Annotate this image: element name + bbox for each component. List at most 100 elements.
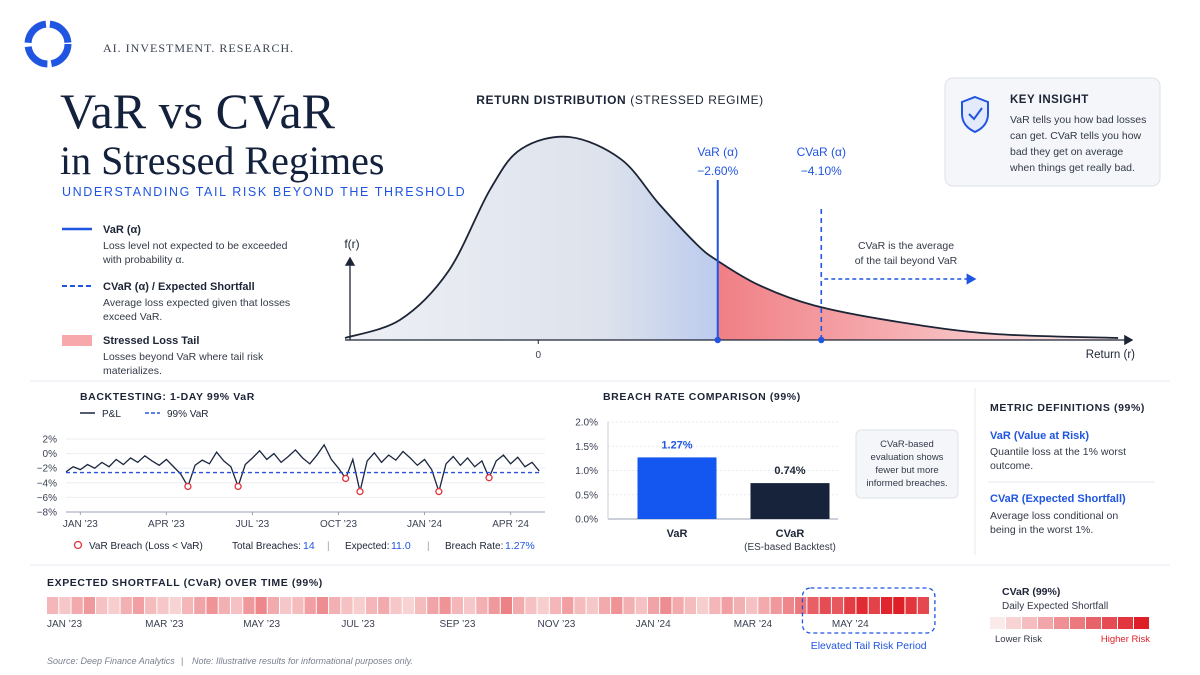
heat-cell [463, 597, 476, 614]
colorbar-cell [1006, 617, 1021, 629]
heat-cell [917, 597, 929, 614]
x-tick-label: JUL ’23 [341, 619, 375, 630]
colorbar-cell [1038, 617, 1053, 629]
legend-label: VaR Breach (Loss < VaR) [89, 541, 203, 552]
heat-cell [770, 597, 782, 614]
y-tick-label: −6% [37, 493, 57, 504]
x-tick-label: MAR ’24 [734, 619, 773, 630]
y-tick-label: 1.5% [575, 442, 598, 453]
heat-cell [623, 597, 635, 614]
heat-cell [255, 597, 267, 614]
heat-cell [598, 597, 611, 614]
definition-text: outcome. [990, 460, 1033, 472]
heat-cell [120, 597, 132, 614]
heat-cell [476, 597, 488, 614]
stat-value: 14 [303, 540, 315, 552]
annotation: CVaR is the average [858, 240, 954, 252]
heat-cell [243, 597, 255, 614]
definition-text: Average loss conditional on [990, 510, 1118, 522]
y-tick-label: 0.0% [575, 515, 598, 526]
heat-cell [329, 597, 341, 614]
legend-text: with probability α. [102, 254, 184, 266]
heat-cell [145, 597, 157, 614]
threshold-label: −4.10% [801, 164, 842, 178]
tail-area [717, 260, 1119, 340]
value-label: 1.27% [661, 439, 692, 451]
footer-sep: | [181, 656, 183, 666]
breach-marker [356, 487, 364, 496]
category-label: VaR [667, 528, 688, 540]
x-tick-label: JUL ’23 [236, 519, 270, 530]
y-axis-label: f(r) [344, 237, 359, 251]
legend-label: P&L [102, 409, 121, 420]
breach-marker [234, 482, 242, 491]
heat-cell [365, 597, 378, 614]
heat-cell [280, 597, 292, 614]
stat-sep: | [327, 541, 330, 552]
colorbar-title: CVaR (99%) [1002, 586, 1060, 598]
heat-cell [108, 597, 120, 614]
heat-cell [746, 597, 758, 614]
annotation: fewer but more [875, 465, 938, 476]
heat-cell [181, 597, 194, 614]
x-tick-label: NOV ’23 [538, 619, 576, 630]
heat-cell [47, 597, 59, 614]
category-label: CVaR [776, 528, 805, 540]
annotation: of the tail beyond VaR [855, 255, 958, 267]
y-tick-label: −8% [37, 508, 57, 519]
heat-cell [574, 597, 586, 614]
heat-cell [353, 597, 365, 614]
heat-cell [709, 597, 721, 614]
breach-marker [342, 474, 350, 483]
legend-text: Loss level not expected to be exceeded [103, 240, 288, 252]
heat-cell [414, 597, 427, 614]
colorbar-subtitle: Daily Expected Shortfall [1002, 601, 1108, 612]
definition-text: Quantile loss at the 1% worst [990, 446, 1126, 458]
colorbar-cell [1022, 617, 1037, 629]
legend-text: materializes. [103, 365, 162, 377]
heat-cell [586, 597, 598, 614]
subtitle: UNDERSTANDING TAIL RISK BEYOND THE THRES… [62, 185, 466, 199]
bar [637, 457, 717, 519]
stat-sep: | [427, 541, 430, 552]
category-note: (ES-based Backtest) [744, 542, 836, 553]
legend-icon [62, 335, 92, 346]
heat-cell [758, 597, 770, 614]
y-tick-label: 2.0% [575, 418, 598, 429]
chart-title: RETURN DISTRIBUTION (STRESSED REGIME) [476, 93, 764, 107]
heat-cell [267, 597, 280, 614]
legend-text: Average loss expected given that losses [103, 297, 290, 309]
insight-title: KEY INSIGHT [1010, 94, 1089, 106]
colorbar-cell [1054, 617, 1069, 629]
heat-cell [880, 597, 893, 614]
legend-label: 99% VaR [167, 409, 209, 420]
heat-cell [292, 597, 304, 614]
heat-cell [721, 597, 733, 614]
colorbar-cell [990, 617, 1005, 629]
heat-cell [905, 597, 917, 614]
insight-text: can get. CVaR tells you how [1010, 130, 1142, 142]
heat-cell [157, 597, 169, 614]
heat-cell [194, 597, 206, 614]
y-tick-label: 1.0% [575, 466, 598, 477]
insight-text: bad they get on average [1010, 146, 1123, 158]
shield-icon [961, 95, 989, 134]
x-tick-label: MAY ’23 [243, 619, 280, 630]
threshold-dot [818, 336, 825, 344]
footer-note: Note: Illustrative results for informati… [192, 656, 413, 666]
annotation: evaluation shows [871, 452, 944, 463]
heat-cell [831, 597, 844, 614]
heat-cell [684, 597, 696, 614]
heat-cell [427, 597, 439, 614]
heat-cell [316, 597, 329, 614]
chart-title: EXPECTED SHORTFALL (CVaR) OVER TIME (99%… [47, 577, 323, 589]
heat-cell [856, 597, 868, 614]
heat-cell [807, 597, 819, 614]
value-label: 0.74% [774, 465, 805, 477]
heat-cell [733, 597, 746, 614]
heat-cell [635, 597, 647, 614]
x-tick-label: OCT ’23 [320, 519, 357, 530]
heat-cell [218, 597, 230, 614]
heat-cell [96, 597, 108, 614]
footer-source: Source: Deep Finance Analytics [47, 656, 175, 666]
